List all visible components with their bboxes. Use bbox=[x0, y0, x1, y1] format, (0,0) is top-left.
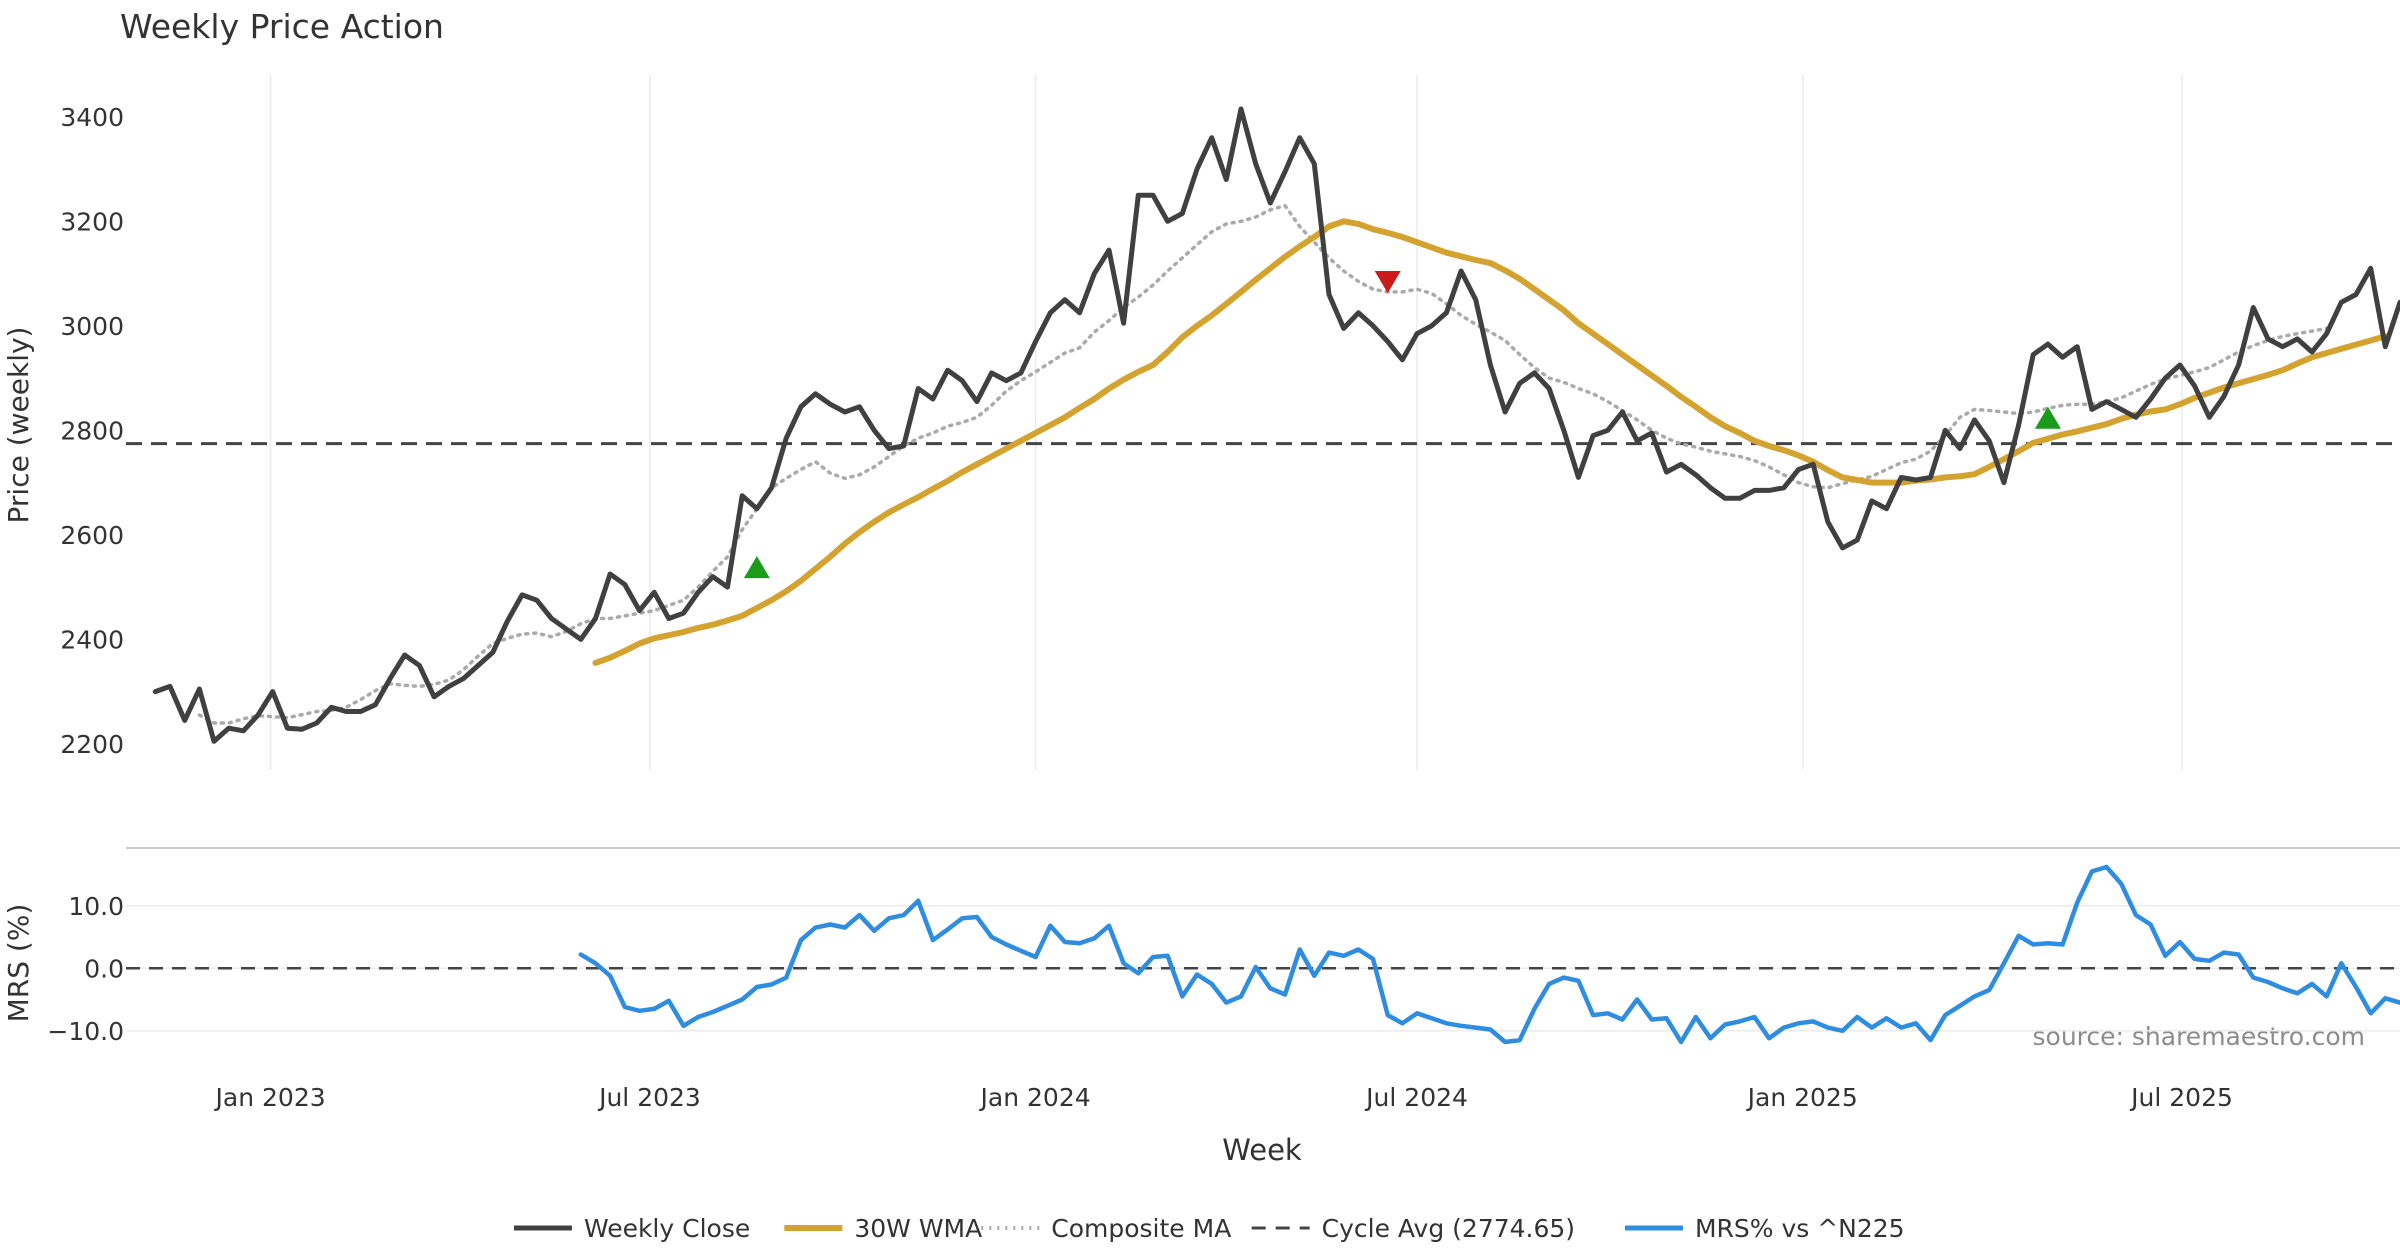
mrs-y-tick-label: 10.0 bbox=[68, 892, 124, 921]
buy-signal-marker bbox=[2034, 406, 2061, 429]
x-tick-label: Jul 2024 bbox=[1364, 1083, 1468, 1112]
price-panel: 2200 2400 2600 2800 3000 3200 3400 bbox=[60, 75, 2400, 770]
price-y-tick-label: 3400 bbox=[60, 103, 124, 132]
composite-ma-line bbox=[197, 203, 2329, 725]
mrs-panel: 10.0 0.0 −10.0 Jan 2023 Jul 2023 Jan 2024 Jul … bbox=[47, 847, 2400, 1112]
price-y-tick-label: 3200 bbox=[60, 207, 124, 236]
x-tick-label: Jan 2024 bbox=[979, 1083, 1091, 1112]
wma-30w-line bbox=[592, 218, 2389, 666]
x-tick-label: Jul 2023 bbox=[597, 1083, 701, 1112]
legend-label: Composite MA bbox=[1051, 1214, 1231, 1243]
chart-title: Weekly Price Action bbox=[120, 7, 444, 46]
x-tick-label: Jul 2025 bbox=[2129, 1083, 2233, 1112]
mrs-y-tick-label: 0.0 bbox=[84, 954, 124, 983]
price-y-tick-label: 2200 bbox=[60, 730, 124, 759]
x-tick-label: Jan 2023 bbox=[214, 1083, 326, 1112]
legend-label: Cycle Avg (2774.65) bbox=[1322, 1214, 1575, 1243]
price-y-axis-label: Price (weekly) bbox=[2, 327, 35, 524]
buy-signal-marker bbox=[743, 556, 770, 579]
legend-label: Weekly Close bbox=[584, 1214, 750, 1243]
source-annotation: source: sharemaestro.com bbox=[2033, 1022, 2366, 1051]
legend-label: 30W WMA bbox=[854, 1214, 982, 1243]
mrs-y-axis-label: MRS (%) bbox=[2, 904, 35, 1023]
legend-label: MRS% vs ^N225 bbox=[1695, 1214, 1905, 1243]
sell-signal-marker bbox=[1374, 271, 1401, 294]
price-y-tick-label: 2800 bbox=[60, 416, 124, 445]
legend: Weekly Close 30W WMA Composite MA Cycle Avg… bbox=[513, 1214, 1905, 1243]
mrs-line bbox=[578, 864, 2400, 1045]
price-y-tick-label: 2400 bbox=[60, 625, 124, 654]
weekly-close-line bbox=[152, 106, 2400, 744]
price-y-tick-label: 3000 bbox=[60, 312, 124, 341]
x-tick-label: Jan 2025 bbox=[1746, 1083, 1858, 1112]
x-axis-label: Week bbox=[1222, 1133, 1302, 1167]
price-y-tick-label: 2600 bbox=[60, 521, 124, 550]
mrs-y-tick-label: −10.0 bbox=[47, 1017, 124, 1046]
